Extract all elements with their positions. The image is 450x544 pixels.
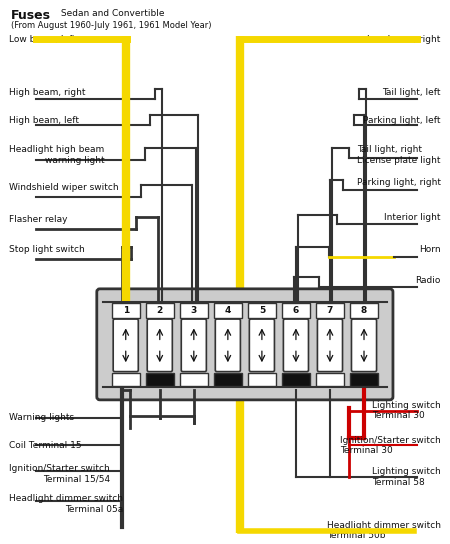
Text: Parking light, right: Parking light, right [357, 178, 441, 187]
Text: (From August 1960-July 1961, 1961 Model Year): (From August 1960-July 1961, 1961 Model … [11, 21, 212, 30]
Bar [146, 373, 174, 386]
Text: Sedan and Convertible: Sedan and Convertible [58, 9, 165, 18]
Text: Low beam, right: Low beam, right [367, 35, 441, 44]
FancyBboxPatch shape [97, 289, 393, 400]
Bar [214, 302, 242, 318]
Text: 1: 1 [122, 306, 129, 314]
FancyBboxPatch shape [181, 319, 207, 372]
Bar [112, 373, 140, 386]
FancyBboxPatch shape [317, 319, 342, 372]
Text: Flasher relay: Flasher relay [9, 215, 68, 224]
Bar [180, 373, 208, 386]
Text: Parking light, left: Parking light, left [363, 116, 441, 125]
Text: Headlight dimmer switch
Terminal 05a: Headlight dimmer switch Terminal 05a [9, 494, 123, 514]
Text: Coil Terminal 15: Coil Terminal 15 [9, 441, 82, 450]
Text: Interior light: Interior light [384, 213, 441, 222]
Bar [112, 302, 140, 318]
Text: Radio: Radio [415, 276, 441, 286]
Bar [214, 373, 242, 386]
Text: 3: 3 [191, 306, 197, 314]
Text: 8: 8 [361, 306, 367, 314]
Text: Tail light, left: Tail light, left [382, 88, 441, 97]
FancyBboxPatch shape [249, 319, 274, 372]
Text: Warning lights: Warning lights [9, 413, 74, 422]
Text: High beam, left: High beam, left [9, 116, 79, 125]
Text: Low beam, left: Low beam, left [9, 35, 76, 44]
Text: 7: 7 [327, 306, 333, 314]
FancyBboxPatch shape [351, 319, 377, 372]
Text: 6: 6 [293, 306, 299, 314]
Bar [146, 302, 174, 318]
Text: Ignition/Starter switch
Terminal 15/54: Ignition/Starter switch Terminal 15/54 [9, 465, 110, 484]
Text: Stop light switch: Stop light switch [9, 245, 85, 254]
Text: Windshield wiper switch: Windshield wiper switch [9, 183, 119, 192]
FancyBboxPatch shape [284, 319, 309, 372]
Bar [180, 302, 208, 318]
FancyBboxPatch shape [215, 319, 240, 372]
Text: Tail light, right
License plate light: Tail light, right License plate light [357, 145, 441, 165]
Bar [316, 302, 344, 318]
Bar [316, 373, 344, 386]
Text: Headlight high beam
warning light: Headlight high beam warning light [9, 145, 104, 165]
Bar [282, 302, 310, 318]
Text: 4: 4 [225, 306, 231, 314]
Bar [248, 302, 276, 318]
Text: Headlight dimmer switch
Terminal 50b: Headlight dimmer switch Terminal 50b [327, 521, 441, 540]
FancyBboxPatch shape [147, 319, 172, 372]
Text: High beam, right: High beam, right [9, 88, 86, 97]
Text: Lighting switch
Terminal 30: Lighting switch Terminal 30 [372, 401, 441, 421]
Text: Fuses: Fuses [11, 9, 51, 22]
FancyBboxPatch shape [113, 319, 138, 372]
Bar [350, 302, 378, 318]
Bar [350, 373, 378, 386]
Bar [282, 373, 310, 386]
Text: Lighting switch
Terminal 58: Lighting switch Terminal 58 [372, 467, 441, 487]
Bar [248, 373, 276, 386]
Text: 2: 2 [157, 306, 163, 314]
Text: Ignition/Starter switch
Terminal 30: Ignition/Starter switch Terminal 30 [340, 436, 441, 455]
Text: 5: 5 [259, 306, 265, 314]
Text: Horn: Horn [419, 245, 441, 254]
